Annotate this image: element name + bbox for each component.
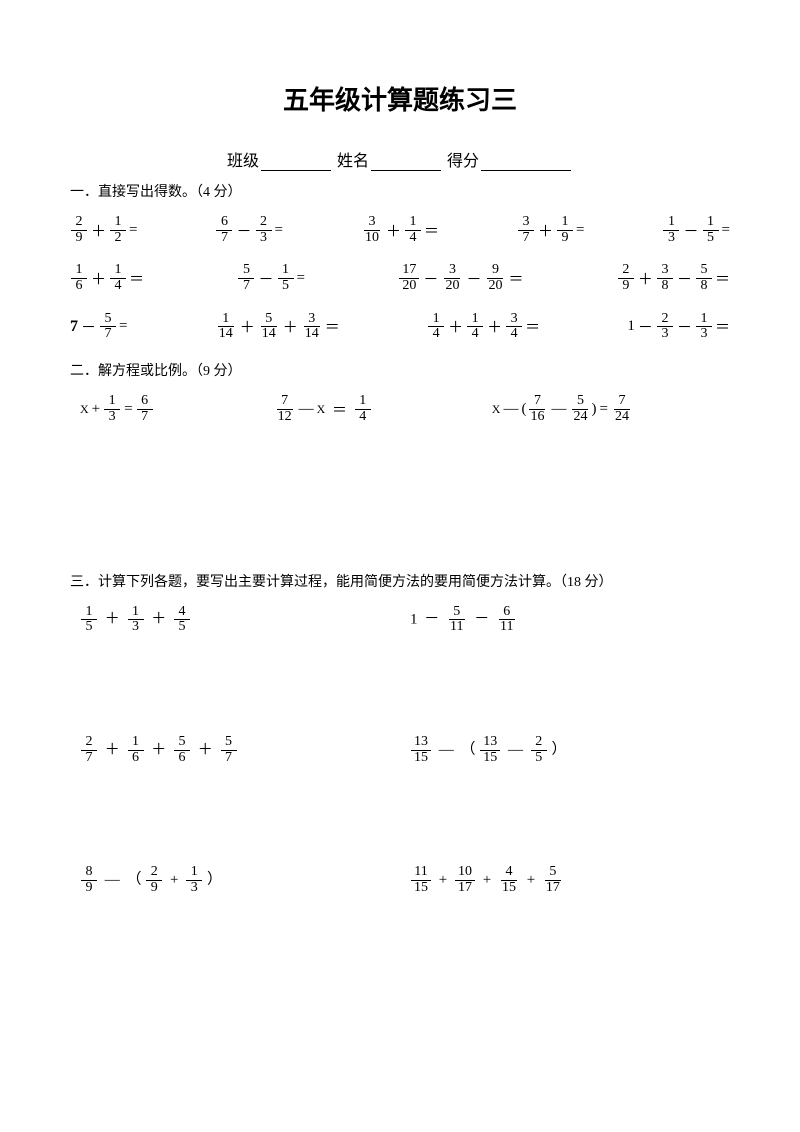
expr-1c: 310 ＋ 14 ＝ <box>361 215 439 245</box>
s1-row3: 7 － 57 = 114 ＋ 514 ＋ 314 ＝ 14 ＋ 14 ＋ 34 … <box>70 312 730 342</box>
worksheet-page: 五年级计算题练习三 班级 姓名 得分 一．直接写出得数。（4 分） 29 ＋ 1… <box>0 0 800 956</box>
s3-pair1: 15 ＋ 13 ＋ 45 1 － 511 － 611 <box>70 605 730 635</box>
eq-2b: 712 —X ＝ 14 <box>274 394 372 424</box>
name-blank[interactable] <box>371 154 441 171</box>
s1-row2: 16 ＋ 14 ＝ 57 － 15 = 1720 － 320 － 920 ＝ 2… <box>70 263 730 293</box>
expr-p3-right: 1115 + 1017 + 415 + 517 <box>400 865 730 895</box>
expr-2a: 16 ＋ 14 ＝ <box>70 263 144 293</box>
expr-p2-left: 27 ＋ 16 ＋ 56 ＋ 57 <box>70 735 400 765</box>
page-title: 五年级计算题练习三 <box>70 80 730 117</box>
s3-pair2: 27 ＋ 16 ＋ 56 ＋ 57 1315 — （ 1315 — 25 ） <box>70 735 730 765</box>
s1-row1: 29 ＋ 12 = 67 － 23 = 310 ＋ 14 ＝ 37 ＋ 19 =… <box>70 215 730 245</box>
eq-2a: X+ 13 = 67 <box>80 394 154 424</box>
expr-1b: 67 － 23 = <box>215 215 282 245</box>
expr-p1-left: 15 ＋ 13 ＋ 45 <box>70 605 400 635</box>
expr-3b: 114 ＋ 514 ＋ 314 ＝ <box>215 312 340 342</box>
expr-1e: 13 － 15 = <box>662 215 729 245</box>
expr-1a: 29 ＋ 12 = <box>70 215 137 245</box>
expr-3d: 1 － 23 － 13 ＝ <box>627 312 730 342</box>
expr-2c: 1720 － 320 － 920 ＝ <box>398 263 523 293</box>
score-label: 得分 <box>447 153 479 170</box>
score-blank[interactable] <box>481 154 571 171</box>
expr-3c: 14 ＋ 14 ＋ 34 ＝ <box>427 312 540 342</box>
name-label: 姓名 <box>337 153 369 170</box>
expr-1d: 37 ＋ 19 = <box>517 215 584 245</box>
class-label: 班级 <box>227 153 259 170</box>
s3-pair3: 89 — （ 29 + 13 ） 1115 + 1017 + 415 + 517 <box>70 865 730 895</box>
expr-2b: 57 － 15 = <box>237 263 304 293</box>
section-3-heading: 三．计算下列各题，要写出主要计算过程，能用简便方法的要用简便方法计算。（18 分… <box>70 571 730 591</box>
class-blank[interactable] <box>261 154 331 171</box>
expr-p3-left: 89 — （ 29 + 13 ） <box>70 865 400 895</box>
expr-3a: 7 － 57 = <box>70 312 127 342</box>
section-2-heading: 二．解方程或比例。（9 分） <box>70 360 730 380</box>
eq-2c: X— ( 716 — 524 )= 724 <box>492 394 633 424</box>
s2-row: X+ 13 = 67 712 —X ＝ 14 X— ( 716 — 524 )=… <box>70 394 730 424</box>
expr-p1-right: 1 － 511 － 611 <box>400 605 730 635</box>
expr-p2-right: 1315 — （ 1315 — 25 ） <box>400 735 730 765</box>
student-info-line: 班级 姓名 得分 <box>70 147 730 171</box>
section-1-heading: 一．直接写出得数。（4 分） <box>70 181 730 201</box>
expr-2d: 29 ＋ 38 － 58 ＝ <box>617 263 730 293</box>
